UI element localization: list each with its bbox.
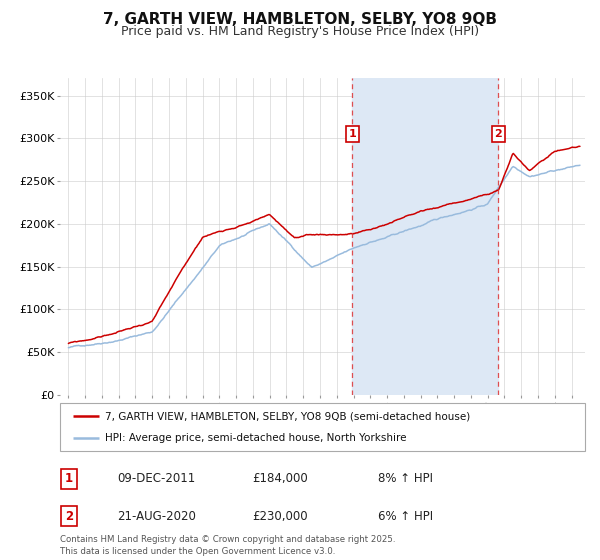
Text: HPI: Average price, semi-detached house, North Yorkshire: HPI: Average price, semi-detached house,…: [104, 433, 406, 443]
Text: 1: 1: [65, 472, 73, 486]
Text: 8% ↑ HPI: 8% ↑ HPI: [378, 472, 433, 486]
Text: 6% ↑ HPI: 6% ↑ HPI: [378, 510, 433, 523]
Text: £184,000: £184,000: [252, 472, 308, 486]
Text: 7, GARTH VIEW, HAMBLETON, SELBY, YO8 9QB: 7, GARTH VIEW, HAMBLETON, SELBY, YO8 9QB: [103, 12, 497, 27]
Text: 7, GARTH VIEW, HAMBLETON, SELBY, YO8 9QB (semi-detached house): 7, GARTH VIEW, HAMBLETON, SELBY, YO8 9QB…: [104, 411, 470, 421]
Text: £230,000: £230,000: [252, 510, 308, 523]
Text: 09-DEC-2011: 09-DEC-2011: [117, 472, 195, 486]
Text: 1: 1: [349, 129, 356, 139]
Text: 21-AUG-2020: 21-AUG-2020: [117, 510, 196, 523]
Text: 2: 2: [494, 129, 502, 139]
Bar: [352, 78, 499, 395]
Text: Price paid vs. HM Land Registry's House Price Index (HPI): Price paid vs. HM Land Registry's House …: [121, 25, 479, 38]
Text: Contains HM Land Registry data © Crown copyright and database right 2025.
This d: Contains HM Land Registry data © Crown c…: [60, 535, 395, 556]
Text: 2: 2: [65, 510, 73, 523]
